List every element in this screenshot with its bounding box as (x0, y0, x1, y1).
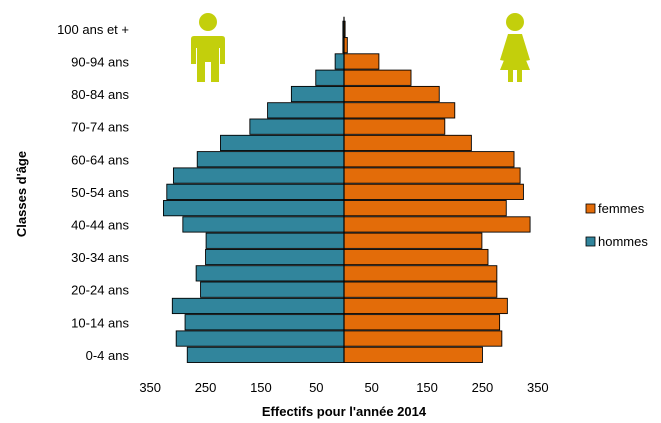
bar-hommes-30-34 (205, 248, 345, 266)
bar-hommes-40-44 (182, 216, 345, 233)
bar-femmes-80-84 (343, 85, 440, 103)
bar-hommes-55-59 (172, 167, 345, 184)
y-tick-label: 10-14 ans (71, 315, 129, 330)
bar-hommes-20-24 (200, 281, 345, 298)
bar-femmes-90-94 (343, 53, 380, 70)
bar-hommes-60-64 (196, 151, 345, 168)
legend-swatch-femmes (585, 203, 596, 214)
bar-hommes-0-4 (186, 346, 345, 363)
bars-hommes (163, 20, 345, 363)
bar-hommes-75-79 (267, 102, 345, 119)
legend: femmes hommes (585, 201, 648, 249)
bar-femmes-45-49 (343, 200, 507, 217)
x-tick-label: 150 (250, 380, 272, 395)
bar-femmes-15-19 (343, 297, 508, 315)
woman-icon (500, 13, 530, 82)
bars-femmes (343, 20, 531, 363)
y-axis-title: Classes d'âge (14, 151, 29, 237)
y-axis-tick-labels: 0-4 ans 10-14 ans 20-24 ans 30-34 ans 40-44 … (57, 22, 129, 363)
man-icon (191, 13, 225, 82)
y-tick-label: 50-54 ans (71, 185, 129, 200)
y-tick-label: 0-4 ans (86, 348, 130, 363)
bar-femmes-85-89 (343, 69, 412, 86)
x-tick-label: 250 (195, 380, 217, 395)
bar-hommes-85-89 (315, 69, 345, 86)
x-tick-label: 150 (416, 380, 438, 395)
legend-label-femmes: femmes (598, 201, 645, 216)
bar-femmes-60-64 (343, 151, 515, 168)
x-tick-label: 350 (139, 380, 161, 395)
bar-hommes-90-94 (334, 53, 345, 70)
bar-hommes-5-9 (175, 330, 345, 347)
y-tick-label: 90-94 ans (71, 54, 129, 69)
bar-hommes-15-19 (171, 297, 345, 315)
bar-femmes-0-4 (343, 346, 483, 363)
bar-hommes-25-29 (195, 265, 345, 282)
bar-hommes-50-54 (166, 183, 345, 200)
x-tick-label: 350 (527, 380, 549, 395)
bar-femmes-75-79 (343, 102, 456, 119)
bar-hommes-65-69 (220, 134, 345, 152)
bar-hommes-70-74 (249, 118, 345, 135)
bar-femmes-65-69 (343, 134, 472, 152)
bar-femmes-40-44 (343, 216, 531, 233)
x-tick-label: 250 (472, 380, 494, 395)
bar-femmes-10-14 (343, 314, 501, 331)
x-axis-tick-labels: 350 250 150 50 50 150 250 350 (139, 380, 548, 395)
bar-femmes-35-39 (343, 232, 483, 249)
y-tick-label: 30-34 ans (71, 250, 129, 265)
bar-hommes-35-39 (205, 232, 345, 249)
bar-femmes-70-74 (343, 118, 446, 135)
legend-label-hommes: hommes (598, 234, 648, 249)
x-tick-label: 50 (364, 380, 378, 395)
y-tick-label: 70-74 ans (71, 120, 129, 135)
x-axis-title: Effectifs pour l'année 2014 (262, 404, 427, 419)
bar-femmes-25-29 (343, 265, 498, 282)
bar-femmes-55-59 (343, 167, 521, 184)
bar-hommes-10-14 (184, 314, 345, 331)
bar-femmes-50-54 (343, 183, 524, 200)
y-tick-label: 40-44 ans (71, 217, 129, 232)
bar-femmes-20-24 (343, 281, 498, 298)
bar-hommes-45-49 (163, 200, 345, 217)
y-tick-label: 20-24 ans (71, 283, 129, 298)
bar-femmes-5-9 (343, 330, 503, 347)
y-tick-label: 60-64 ans (71, 152, 129, 167)
y-tick-label: 100 ans et + (57, 22, 129, 37)
bar-hommes-80-84 (290, 85, 345, 103)
y-tick-label: 80-84 ans (71, 87, 129, 102)
legend-swatch-hommes (585, 236, 596, 247)
x-tick-label: 50 (309, 380, 323, 395)
bar-femmes-30-34 (343, 248, 489, 266)
